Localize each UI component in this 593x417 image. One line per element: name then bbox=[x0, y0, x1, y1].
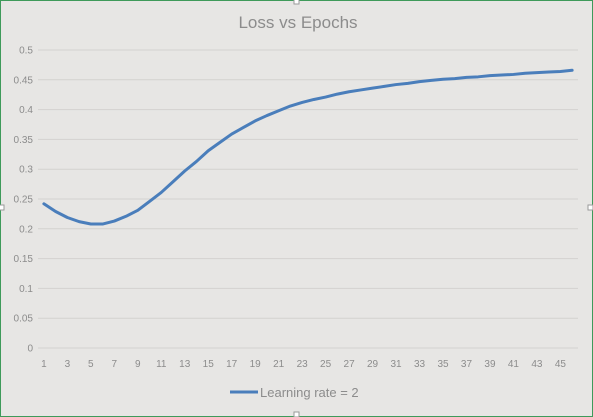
chart-title: Loss vs Epochs bbox=[238, 13, 357, 32]
x-tick-label: 33 bbox=[414, 359, 426, 370]
y-tick-label: 0.4 bbox=[19, 105, 33, 116]
x-tick-label: 43 bbox=[531, 359, 543, 370]
series-line bbox=[42, 68, 574, 226]
y-tick-label: 0.5 bbox=[19, 46, 33, 57]
x-tick-label: 25 bbox=[320, 359, 332, 370]
x-tick-label: 37 bbox=[461, 359, 473, 370]
x-tick-label: 39 bbox=[484, 359, 496, 370]
x-tick-label: 31 bbox=[390, 359, 402, 370]
x-tick-label: 9 bbox=[135, 359, 141, 370]
x-tick-label: 17 bbox=[226, 359, 238, 370]
x-tick-label: 13 bbox=[179, 359, 191, 370]
y-tick-label: 0.2 bbox=[19, 224, 33, 235]
y-tick-label: 0 bbox=[27, 344, 33, 355]
resize-handle-top[interactable] bbox=[293, 0, 300, 5]
resize-handle-left[interactable] bbox=[0, 204, 5, 211]
x-tick-label: 35 bbox=[437, 359, 449, 370]
y-tick-label: 0.3 bbox=[19, 165, 33, 176]
x-tick-label: 3 bbox=[65, 359, 71, 370]
y-tick-label: 0.35 bbox=[14, 135, 34, 146]
resize-handle-bottom[interactable] bbox=[293, 411, 300, 417]
x-tick-label: 15 bbox=[203, 359, 215, 370]
y-axis-ticks: 0 0.05 0.1 0.15 0.2 0.25 0.3 0.35 0.4 0.45 0.5 bbox=[14, 46, 34, 355]
x-tick-label: 29 bbox=[367, 359, 379, 370]
y-tick-label: 0.25 bbox=[14, 195, 34, 206]
y-tick-label: 0.15 bbox=[14, 254, 34, 265]
gridlines bbox=[38, 49, 578, 349]
x-tick-label: 7 bbox=[112, 359, 118, 370]
y-tick-label: 0.1 bbox=[19, 284, 33, 295]
legend: Learning rate = 2 bbox=[230, 385, 359, 400]
legend-label: Learning rate = 2 bbox=[260, 385, 359, 400]
x-tick-label: 19 bbox=[250, 359, 262, 370]
x-tick-label: 5 bbox=[88, 359, 94, 370]
x-tick-label: 45 bbox=[555, 359, 567, 370]
x-tick-label: 1 bbox=[41, 359, 47, 370]
y-tick-label: 0.45 bbox=[14, 75, 34, 86]
x-tick-label: 23 bbox=[297, 359, 309, 370]
x-tick-label: 27 bbox=[344, 359, 356, 370]
x-tick-label: 11 bbox=[156, 359, 167, 370]
x-tick-label: 41 bbox=[508, 359, 520, 370]
series-layer bbox=[42, 68, 574, 226]
y-tick-label: 0.05 bbox=[14, 314, 34, 325]
x-axis-ticks: 1 3 5 7 9 11 13 15 17 19 21 23 25 27 29 31 33 35 37 39 41 43 4… bbox=[41, 359, 566, 370]
x-tick-label: 21 bbox=[273, 359, 285, 370]
resize-handle-right[interactable] bbox=[587, 204, 593, 211]
